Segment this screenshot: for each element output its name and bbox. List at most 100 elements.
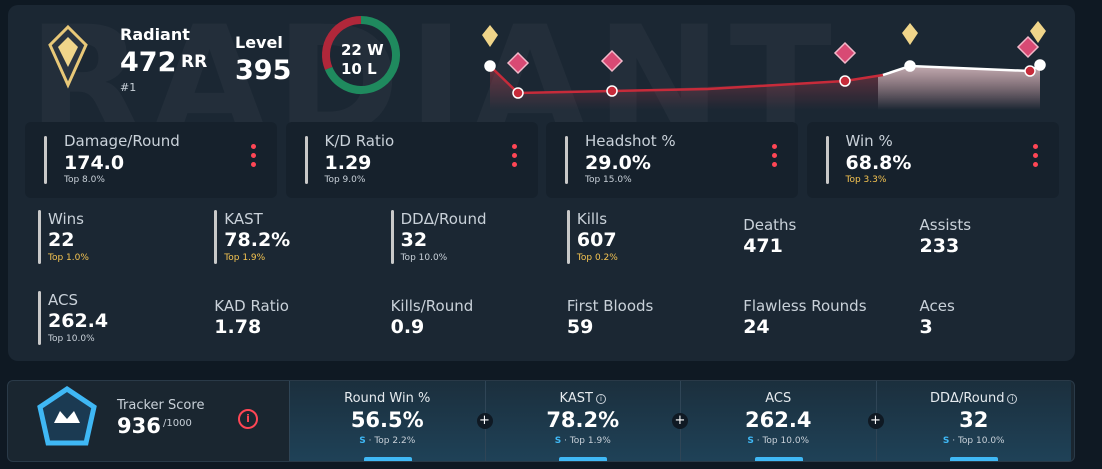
stat-value: 22 [48,229,75,251]
info-icon[interactable]: i [1007,394,1018,404]
highlight: Round Win % 56.5% S · Top 2.2% [289,381,485,461]
more-menu[interactable] [1032,144,1039,171]
stat-bar [214,210,218,264]
tracker-value: 936 [117,414,161,438]
stat-label: Assists [919,216,972,234]
graph-radiant-icons [482,21,1046,47]
stat-item: Kills 607 Top 0.2% [566,210,737,270]
stat-card: K/D Ratio 1.29 Top 9.0% [285,122,538,198]
highlight-rank: S · Top 1.9% [486,436,681,446]
stat-label: ACS [48,291,78,309]
stat-rank: Top 9.0% [324,175,366,185]
highlight-value: 32 [959,408,989,432]
tracker-label: Tracker Score [117,398,205,413]
stat-bar [566,210,570,264]
stat-label: Kills/Round [390,297,474,315]
level-value: 395 [235,55,292,86]
highlight-label: ACS [681,391,876,406]
label-text: Round Win % [344,391,431,406]
tier: S [554,436,562,446]
highlight-accent [950,457,999,461]
stat-card: Damage/Round 174.0 Top 8.0% [25,122,277,198]
stat-value: 29.0% [585,152,651,174]
stat-label: Flawless Rounds [743,297,867,315]
highlight-rank: S · Top 10.0% [877,436,1072,446]
stat-value: 233 [919,235,960,257]
profile-panel: RADIANT Radiant 472 RR #1 Level 395 22 W… [8,5,1075,361]
stat-item: Kills/Round 0.9 [391,297,561,357]
rank: · Top 10.0% [756,436,810,446]
record-arc [322,16,362,70]
stat-item: ACS 262.4 Top 10.0% [38,291,208,351]
highlight-accent [559,457,608,461]
highlight: DDΔ/Round i 32 S · Top 10.0% [875,381,1072,461]
rank: · Top 2.2% [368,436,416,446]
stat-label: Kills [576,210,608,228]
stat-label: Deaths [743,216,797,234]
stat-rank: Top 0.2% [576,253,618,263]
highlight-label: KAST i [486,391,681,406]
add-button[interactable]: + [672,413,688,429]
stat-rank: Top 3.3% [845,175,887,185]
stat-label: First Bloods [566,297,654,315]
more-menu[interactable] [772,144,778,171]
highlight-value: 262.4 [745,408,812,432]
label-text: DDΔ/Round [930,391,1005,406]
stat-item: Wins 22 Top 1.0% [38,210,208,270]
stat-label: DDΔ/Round [400,210,487,228]
stat-rank: Top 8.0% [64,175,105,185]
stat-bar [825,136,829,184]
stat-label: Damage/Round [64,132,180,150]
tracker-bar: Tracker Score 936 /1000 i Round Win % 56.… [7,380,1075,462]
stat-item: Deaths 471 [743,216,913,276]
add-button[interactable]: + [867,413,884,429]
level-label: Level [235,33,283,52]
stat-label: KAST [224,210,263,228]
rank-position: #1 [120,81,137,94]
more-menu[interactable] [511,144,518,171]
record-donut [322,16,400,94]
stat-item: Assists 233 [920,216,1076,276]
highlight-value: 78.2% [546,408,620,432]
stat-card: Headshot % 29.0% Top 15.0% [546,122,798,198]
stat-value: 1.78 [214,316,262,338]
stat-item: First Bloods 59 [567,297,737,357]
header-graphics [48,16,1046,110]
highlight-rank: S · Top 10.0% [681,436,876,446]
stat-value: 1.29 [324,152,372,174]
tier: S [359,436,366,446]
graph-line [489,65,884,95]
stat-bar [38,291,41,345]
stat-card: Win % 68.8% Top 3.3% [806,122,1059,198]
tier: S [942,436,950,446]
stat-rank: Top 15.0% [585,175,632,185]
rank: · Top 10.0% [952,436,1005,446]
more-menu[interactable] [251,144,257,171]
info-icon[interactable]: i [595,394,606,404]
highlight: ACS 262.4 S · Top 10.0% [680,381,876,461]
add-button[interactable]: + [476,413,493,429]
tracker-max: /1000 [163,418,192,429]
stat-item: DDΔ/Round 32 Top 10.0% [390,210,561,270]
stat-rank: Top 10.0% [400,253,448,263]
stat-value: 262.4 [48,310,109,332]
wins-unit: W [367,41,384,59]
tier: S [747,436,754,446]
stat-value: 3 [919,316,933,338]
info-icon[interactable]: i [238,409,258,429]
stat-bar [44,136,47,184]
record-arc [324,16,400,94]
stat-value: 59 [566,316,594,338]
record-losses: 10 L [341,60,377,78]
highlight-value: 56.5% [350,408,424,432]
stat-rank: Top 10.0% [48,334,95,344]
stat-rank: Top 1.9% [224,253,266,263]
rank-icon [48,24,88,89]
stat-label: KAD Ratio [214,297,289,315]
stat-bar [304,136,308,184]
rank-rr: 472 [120,47,177,78]
stat-value: 68.8% [845,152,912,174]
stat-item: Flawless Rounds 24 [743,297,913,357]
stat-item: KAD Ratio 1.78 [214,297,384,357]
